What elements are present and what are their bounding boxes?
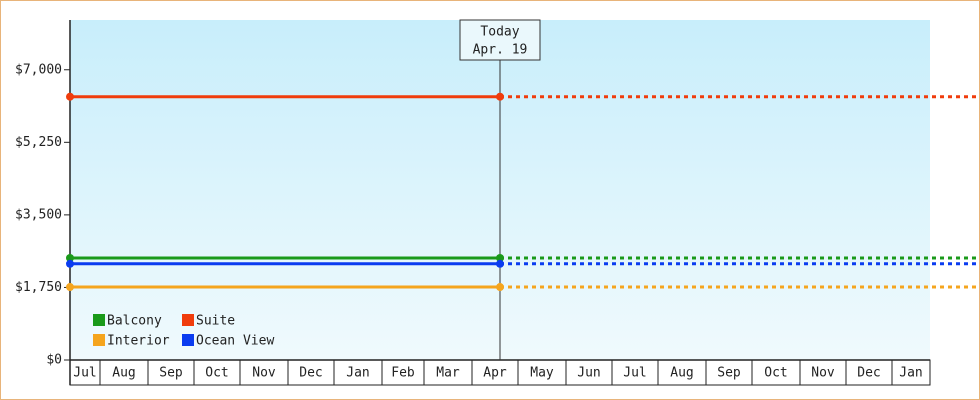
start-point [66, 254, 74, 262]
x-tick-label: Sep [717, 366, 741, 381]
today-box [459, 19, 541, 61]
y-tick-label: $0 [46, 353, 62, 368]
x-tick-label: Jan [899, 366, 922, 381]
y-tick-label: $7,000 [15, 62, 62, 77]
month-box [333, 359, 383, 386]
today-date: Apr. 19 [473, 43, 528, 58]
x-tick-label: Jul [73, 366, 96, 381]
start-point [66, 259, 74, 268]
legend-label: Interior [107, 334, 170, 349]
x-tick-label: Jul [623, 366, 646, 381]
month-box [471, 359, 519, 386]
x-tick-label: Nov [252, 366, 276, 381]
x-tick-label: Aug [670, 366, 693, 381]
legend-label: Ocean View [196, 334, 274, 349]
x-tick-label: Dec [299, 366, 322, 381]
legend-swatch [182, 314, 194, 326]
month-box [751, 359, 801, 386]
start-point [66, 92, 74, 101]
y-tick-label: $1,750 [15, 280, 62, 295]
y-tick-label: $5,250 [15, 135, 62, 150]
x-tick-label: Dec [857, 366, 880, 381]
x-tick-label: Nov [811, 366, 835, 381]
today-point [496, 283, 504, 292]
x-tick-label: Apr [483, 366, 507, 381]
x-tick-label: Sep [159, 366, 183, 381]
x-tick-label: Oct [764, 366, 787, 381]
x-tick-label: May [530, 366, 554, 381]
today-point [496, 254, 504, 262]
month-box [799, 359, 847, 386]
start-point [66, 283, 74, 292]
x-tick-label: Mar [436, 366, 460, 381]
x-tick-label: Feb [391, 366, 415, 381]
y-tick-label: $3,500 [15, 207, 62, 222]
month-box [517, 359, 567, 386]
month-box [69, 359, 101, 386]
legend-swatch [182, 334, 194, 346]
today-point [496, 92, 504, 101]
legend-label: Balcony [107, 314, 162, 329]
x-tick-label: Oct [205, 366, 228, 381]
legend-swatch [93, 314, 105, 326]
month-box [891, 359, 931, 386]
x-tick-label: Jun [577, 366, 600, 381]
month-box [565, 359, 613, 386]
legend-swatch [93, 334, 105, 346]
x-tick-label: Jan [346, 366, 369, 381]
today-point [496, 259, 504, 268]
month-box [381, 359, 425, 386]
legend-label: Suite [196, 314, 235, 329]
today-label: Today [480, 25, 519, 40]
x-tick-label: Aug [112, 366, 135, 381]
